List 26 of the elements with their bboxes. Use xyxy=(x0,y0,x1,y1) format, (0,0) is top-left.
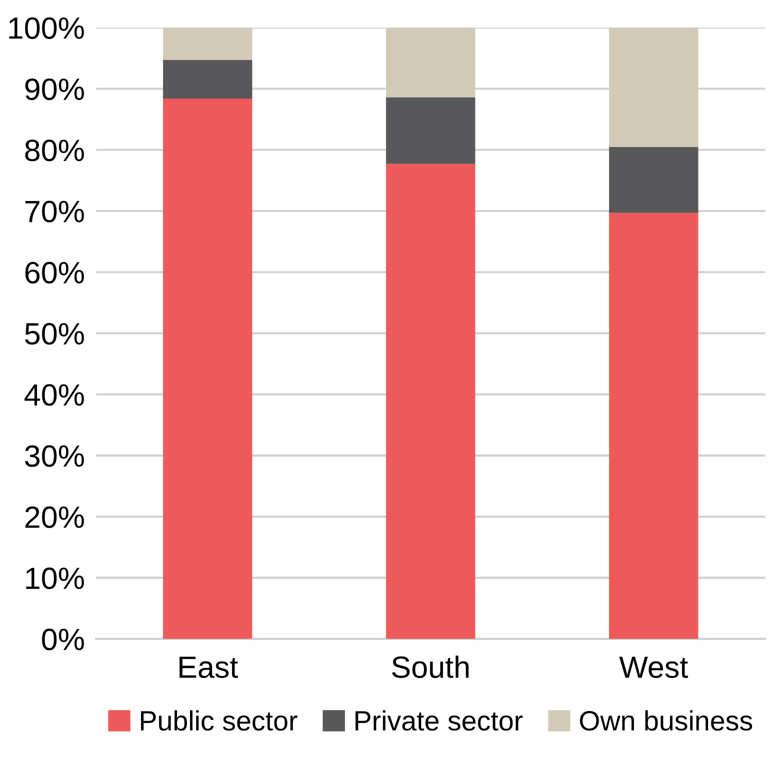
y-tick-label: 10% xyxy=(26,568,84,590)
bar xyxy=(386,97,476,164)
legend-label: Public sector xyxy=(141,710,298,731)
x-tick-label: South xyxy=(392,656,469,678)
bar xyxy=(386,164,476,639)
bar xyxy=(163,28,252,60)
y-tick-label: 50% xyxy=(25,322,84,345)
y-tick-label: 100% xyxy=(9,17,84,39)
bar xyxy=(163,98,252,639)
y-tick-label: 20% xyxy=(25,506,84,528)
bar xyxy=(609,212,698,639)
legend-label: Private sector xyxy=(356,710,523,731)
bar xyxy=(163,60,252,99)
y-tick-label: 40% xyxy=(24,384,84,406)
bar xyxy=(609,146,698,213)
bar xyxy=(386,28,476,98)
y-tick-label: 0% xyxy=(42,628,84,650)
y-tick-label: 90% xyxy=(25,78,84,100)
bar xyxy=(609,28,698,147)
y-tick-label: 30% xyxy=(25,445,84,467)
x-tick-label: West xyxy=(619,656,688,678)
y-tick-label: 80% xyxy=(25,140,84,162)
legend-label: Own business xyxy=(580,710,752,731)
y-tick-label: 70% xyxy=(25,200,84,222)
x-tick-label: East xyxy=(180,656,238,678)
y-tick-label: 60% xyxy=(25,262,84,284)
